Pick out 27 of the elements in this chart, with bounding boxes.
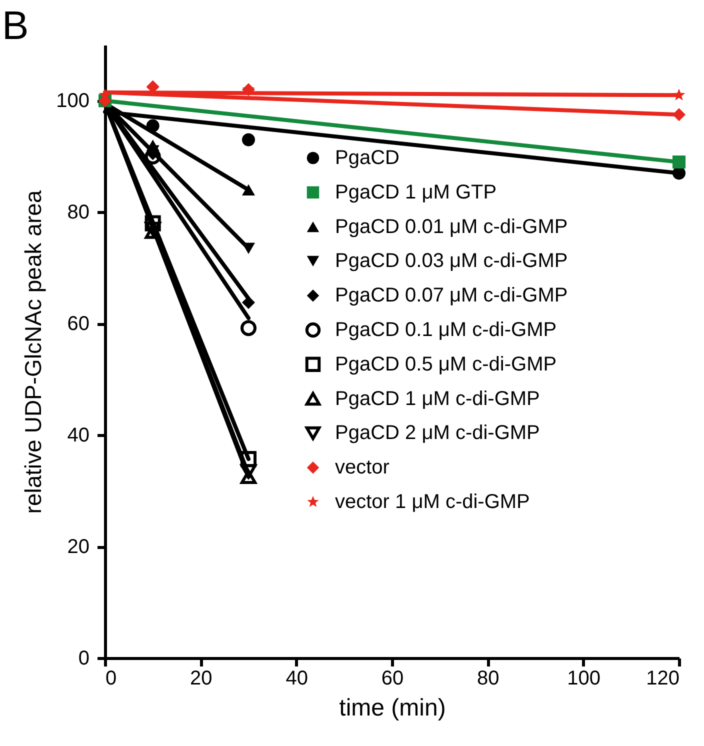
y-tick-label: 40 <box>67 424 90 447</box>
legend-label: vector 1 μM c-di-GMP <box>335 491 530 513</box>
x-tick-label: 100 <box>567 668 601 690</box>
legend-label: vector <box>335 456 390 479</box>
y-tick-label: 0 <box>78 648 90 670</box>
x-tick-label: 40 <box>286 668 308 690</box>
legend-label: PgaCD 2 μM c-di-GMP <box>335 422 540 444</box>
legend-label: PgaCD <box>335 147 400 169</box>
y-tick-label: 20 <box>67 536 90 558</box>
legend-label: PgaCD 1 μM GTP <box>335 181 497 204</box>
legend-label: PgaCD 1 μM c-di-GMP <box>335 388 540 410</box>
x-tick-label: 80 <box>477 668 500 690</box>
x-tick-label: 120 <box>646 668 680 690</box>
x-tick-label: 0 <box>106 668 117 690</box>
legend-label: PgaCD 0.1 μM c-di-GMP <box>335 319 557 341</box>
x-tick-label: 60 <box>381 668 404 690</box>
legend-label: PgaCD 0.5 μM c-di-GMP <box>335 353 557 376</box>
legend-label: PgaCD 0.03 μM c-di-GMP <box>335 250 568 272</box>
x-axis-title: time (min) <box>339 694 446 722</box>
y-tick-label: 60 <box>67 313 90 336</box>
legend-label: PgaCD 0.07 μM c-di-GMP <box>335 284 568 307</box>
y-tick-label: 100 <box>56 90 90 112</box>
text: B <box>2 4 29 48</box>
legend-label: PgaCD 0.01 μM c-di-GMP <box>335 216 568 238</box>
y-axis-title: relative UDP-GlcNAc peak area <box>20 190 46 514</box>
x-tick-label: 20 <box>190 668 212 690</box>
y-tick-label: 80 <box>67 202 90 224</box>
